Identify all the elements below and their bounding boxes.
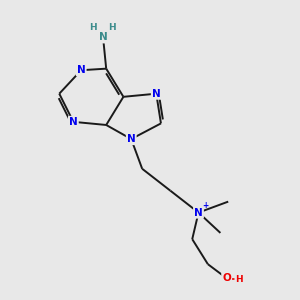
- Text: +: +: [202, 201, 208, 210]
- Text: H: H: [236, 275, 243, 284]
- Text: N: N: [194, 208, 203, 218]
- Text: O: O: [222, 273, 231, 283]
- Text: N: N: [99, 32, 107, 42]
- Text: N: N: [69, 117, 78, 127]
- Text: N: N: [152, 89, 161, 99]
- Text: H: H: [108, 23, 116, 32]
- Text: N: N: [127, 134, 136, 144]
- Text: H: H: [89, 23, 97, 32]
- Text: N: N: [77, 65, 85, 75]
